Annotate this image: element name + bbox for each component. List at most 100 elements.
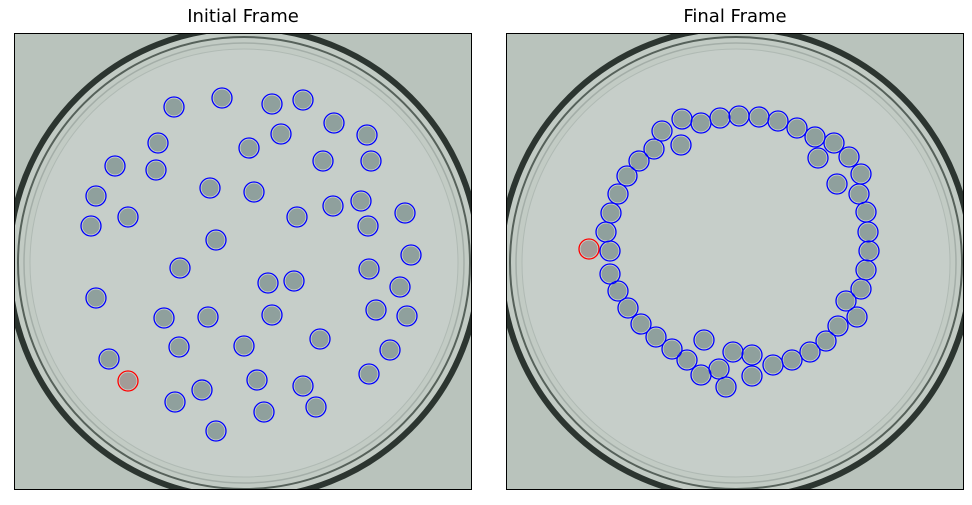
droplet-marker: [815, 330, 837, 352]
droplet-marker: [827, 315, 849, 337]
droplet-marker: [741, 344, 763, 366]
droplet-marker: [104, 155, 126, 177]
droplet-marker: [855, 201, 877, 223]
final-frame-image: [506, 33, 964, 490]
droplet-marker: [741, 365, 763, 387]
droplet-marker: [283, 270, 305, 292]
droplet-marker: [205, 229, 227, 251]
droplet-marker: [767, 110, 789, 132]
droplet-marker: [807, 147, 829, 169]
droplet-marker: [722, 341, 744, 363]
droplet-marker: [762, 354, 784, 376]
droplet-marker: [197, 306, 219, 328]
droplet-marker: [855, 259, 877, 281]
droplet-marker: [781, 349, 803, 371]
droplet-marker: [199, 177, 221, 199]
droplet-marker: [804, 126, 826, 148]
droplet-marker: [312, 150, 334, 172]
droplet-marker: [145, 159, 167, 181]
droplet-marker: [292, 375, 314, 397]
droplet-marker: [835, 290, 857, 312]
droplet-marker: [80, 215, 102, 237]
droplet-marker: [394, 202, 416, 224]
droplet-marker: [690, 112, 712, 134]
droplet-marker: [261, 93, 283, 115]
droplet-marker: [616, 165, 638, 187]
droplet-marker: [858, 240, 880, 262]
droplet-marker: [617, 297, 639, 319]
droplet-marker: [253, 401, 275, 423]
droplet-marker: [709, 107, 731, 129]
droplet-marker: [671, 108, 693, 130]
droplet-marker: [599, 240, 621, 262]
droplet-marker: [257, 272, 279, 294]
panel-title-final: Final Frame: [683, 6, 787, 27]
droplet-marker: [850, 163, 872, 185]
droplet-marker: [358, 363, 380, 385]
droplet-marker: [292, 89, 314, 111]
droplet-marker: [163, 96, 185, 118]
droplet-marker: [850, 278, 872, 300]
droplet-marker: [169, 257, 191, 279]
droplet-marker: [85, 185, 107, 207]
droplet-marker: [147, 132, 169, 154]
droplet-marker: [857, 221, 879, 243]
droplet-marker: [233, 335, 255, 357]
droplet-marker: [651, 120, 673, 142]
droplet-marker: [85, 287, 107, 309]
droplet-marker: [117, 206, 139, 228]
droplet-marker: [360, 150, 382, 172]
initial-frame-image: [14, 33, 472, 490]
droplet-marker: [708, 358, 730, 380]
droplet-marker: [350, 190, 372, 212]
highlighted-droplet-marker: [117, 370, 139, 392]
droplet-marker: [799, 341, 821, 363]
droplet-marker: [164, 391, 186, 413]
droplet-marker: [607, 183, 629, 205]
droplet-marker: [715, 376, 737, 398]
droplet-marker: [826, 173, 848, 195]
droplet-marker: [846, 306, 868, 328]
droplet-marker: [211, 87, 233, 109]
initial-frame-canvas: [15, 34, 471, 489]
droplet-marker: [748, 106, 770, 128]
droplet-marker: [661, 338, 683, 360]
droplet-marker: [628, 150, 650, 172]
droplet-marker: [728, 105, 750, 127]
droplet-marker: [630, 313, 652, 335]
final-frame-canvas: [507, 34, 963, 489]
droplet-marker: [261, 304, 283, 326]
droplet-marker: [358, 258, 380, 280]
highlighted-droplet-marker: [578, 238, 600, 260]
droplet-marker: [676, 349, 698, 371]
droplet-marker: [786, 117, 808, 139]
droplet-marker: [670, 134, 692, 156]
droplet-marker: [643, 138, 665, 160]
droplet-marker: [323, 112, 345, 134]
droplet-marker: [168, 336, 190, 358]
droplet-marker: [243, 181, 265, 203]
droplet-marker: [400, 244, 422, 266]
droplet-marker: [238, 137, 260, 159]
petri-dish: [507, 34, 963, 489]
droplet-marker: [309, 328, 331, 350]
droplet-marker: [848, 183, 870, 205]
droplet-marker: [98, 348, 120, 370]
droplet-marker: [205, 420, 227, 442]
droplet-marker: [286, 206, 308, 228]
panel-title-initial: Initial Frame: [187, 6, 299, 27]
droplet-marker: [645, 326, 667, 348]
droplet-marker: [305, 396, 327, 418]
droplet-marker: [838, 146, 860, 168]
droplet-marker: [396, 305, 418, 327]
droplet-marker: [322, 195, 344, 217]
droplet-marker: [246, 369, 268, 391]
droplet-marker: [599, 263, 621, 285]
droplet-marker: [191, 379, 213, 401]
droplet-marker: [823, 132, 845, 154]
droplet-marker: [153, 307, 175, 329]
droplet-marker: [690, 364, 712, 386]
droplet-marker: [270, 123, 292, 145]
droplet-marker: [595, 221, 617, 243]
droplet-marker: [365, 299, 387, 321]
